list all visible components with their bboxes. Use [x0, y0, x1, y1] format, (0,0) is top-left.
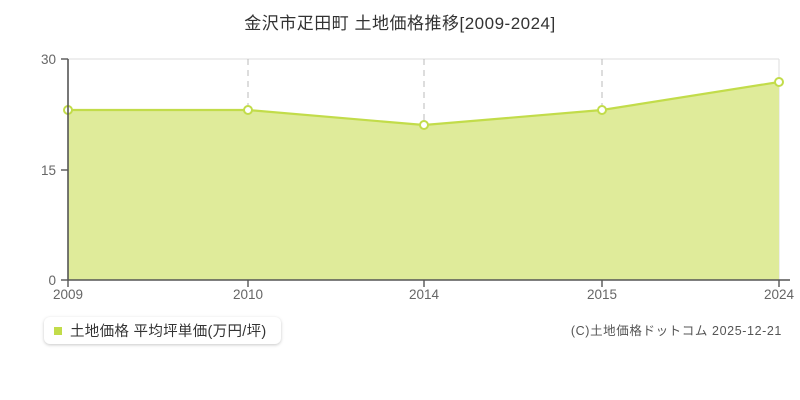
- y-tick-label-0: 0: [48, 273, 56, 288]
- legend-label-land-price: 土地価格 平均坪単価(万円/坪): [70, 324, 267, 340]
- y-axis-ticks: [61, 58, 68, 281]
- chart-legend[interactable]: 土地価格 平均坪単価(万円/坪): [44, 317, 281, 344]
- x-tick-label-2010: 2010: [233, 287, 263, 302]
- data-point-2014: [419, 120, 429, 130]
- y-tick-label-15: 15: [41, 163, 56, 178]
- data-point-2010: [243, 105, 253, 115]
- x-tick-label-2024: 2024: [764, 287, 795, 302]
- area-fill-land-price: [68, 82, 779, 280]
- x-axis-ticks: [67, 280, 780, 287]
- legend-swatch-icon: [54, 326, 62, 335]
- data-point-2024: [774, 77, 784, 87]
- x-tick-label-2014: 2014: [409, 287, 440, 302]
- data-point-2015: [597, 105, 607, 115]
- chart-title: 金沢市疋田町 土地価格推移[2009-2024]: [244, 14, 556, 33]
- x-tick-label-2015: 2015: [587, 287, 617, 302]
- x-tick-label-2009: 2009: [53, 287, 83, 302]
- y-tick-label-30: 30: [41, 52, 56, 67]
- copyright-credit: (C)土地価格ドットコム 2025-12-21: [570, 324, 782, 338]
